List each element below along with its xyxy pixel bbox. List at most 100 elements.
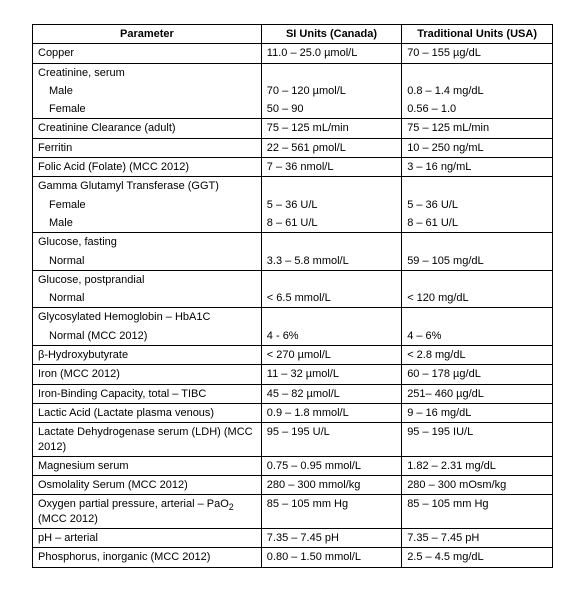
cell-si xyxy=(261,233,401,252)
table-row: Iron (MCC 2012)11 – 32 µmol/L60 – 178 µg… xyxy=(33,365,553,384)
cell-parameter: Gamma Glutamyl Transferase (GGT) xyxy=(33,177,262,196)
cell-si: 85 – 105 mm Hg xyxy=(261,495,401,529)
cell-si: < 270 µmol/L xyxy=(261,346,401,365)
cell-traditional: 1.82 – 2.31 mg/dL xyxy=(402,456,553,475)
cell-traditional: 280 – 300 mOsm/kg xyxy=(402,476,553,495)
table-row: Ferritin22 – 561 ρmol/L10 – 250 ng/mL xyxy=(33,138,553,157)
table-row: β-Hydroxybutyrate< 270 µmol/L< 2.8 mg/dL xyxy=(33,346,553,365)
cell-traditional xyxy=(402,177,553,196)
cell-parameter: Osmolality Serum (MCC 2012) xyxy=(33,476,262,495)
cell-si: 4 - 6% xyxy=(261,327,401,346)
cell-si: 7.35 – 7.45 pH xyxy=(261,529,401,548)
cell-si xyxy=(261,308,401,327)
cell-si: 75 – 125 mL/min xyxy=(261,119,401,138)
cell-si: 22 – 561 ρmol/L xyxy=(261,138,401,157)
cell-parameter: Creatinine Clearance (adult) xyxy=(33,119,262,138)
cell-parameter: Lactate Dehydrogenase serum (LDH) (MCC 2… xyxy=(33,423,262,457)
cell-traditional xyxy=(402,233,553,252)
cell-parameter: pH – arterial xyxy=(33,529,262,548)
table-row: Male8 – 61 U/L8 – 61 U/L xyxy=(33,214,553,233)
cell-parameter: Normal (MCC 2012) xyxy=(33,327,262,346)
cell-traditional: 4 – 6% xyxy=(402,327,553,346)
table-row: Oxygen partial pressure, arterial – PaO2… xyxy=(33,495,553,529)
table-row: Magnesium serum0.75 – 0.95 mmol/L1.82 – … xyxy=(33,456,553,475)
table-row: Normal3.3 – 5.8 mmol/L59 – 105 mg/dL xyxy=(33,252,553,271)
cell-parameter: Male xyxy=(33,214,262,233)
table-row: Lactic Acid (Lactate plasma venous)0.9 –… xyxy=(33,403,553,422)
cell-traditional: 2.5 – 4.5 mg/dL xyxy=(402,548,553,567)
cell-si: 11 – 32 µmol/L xyxy=(261,365,401,384)
cell-parameter: Female xyxy=(33,100,262,119)
cell-parameter: Female xyxy=(33,196,262,214)
cell-parameter: Lactic Acid (Lactate plasma venous) xyxy=(33,403,262,422)
cell-parameter: Iron (MCC 2012) xyxy=(33,365,262,384)
cell-si: 7 – 36 nmol/L xyxy=(261,158,401,177)
cell-traditional: 8 – 61 U/L xyxy=(402,214,553,233)
cell-traditional: 85 – 105 mm Hg xyxy=(402,495,553,529)
cell-traditional: 9 – 16 mg/dL xyxy=(402,403,553,422)
table-row: Normal (MCC 2012)4 - 6%4 – 6% xyxy=(33,327,553,346)
header-traditional: Traditional Units (USA) xyxy=(402,25,553,44)
cell-si xyxy=(261,177,401,196)
table-row: Creatinine Clearance (adult)75 – 125 mL/… xyxy=(33,119,553,138)
cell-traditional xyxy=(402,63,553,82)
cell-si: 45 – 82 µmol/L xyxy=(261,384,401,403)
cell-traditional: 60 – 178 µg/dL xyxy=(402,365,553,384)
cell-traditional xyxy=(402,308,553,327)
table-row: Iron-Binding Capacity, total – TIBC45 – … xyxy=(33,384,553,403)
table-row: pH – arterial7.35 – 7.45 pH7.35 – 7.45 p… xyxy=(33,529,553,548)
reference-ranges-table: Parameter SI Units (Canada) Traditional … xyxy=(32,24,553,568)
cell-parameter: Glycosylated Hemoglobin – HbA1C xyxy=(33,308,262,327)
cell-traditional xyxy=(402,270,553,289)
cell-traditional: 95 – 195 IU/L xyxy=(402,423,553,457)
cell-parameter: Normal xyxy=(33,252,262,271)
table-row: Lactate Dehydrogenase serum (LDH) (MCC 2… xyxy=(33,423,553,457)
table-row: Female5 – 36 U/L5 – 36 U/L xyxy=(33,196,553,214)
cell-parameter: Male xyxy=(33,82,262,100)
cell-si: 0.80 – 1.50 mmol/L xyxy=(261,548,401,567)
cell-traditional: 59 – 105 mg/dL xyxy=(402,252,553,271)
cell-parameter: Glucose, postprandial xyxy=(33,270,262,289)
cell-si: 5 – 36 U/L xyxy=(261,196,401,214)
cell-si xyxy=(261,63,401,82)
cell-traditional: 75 – 125 mL/min xyxy=(402,119,553,138)
cell-si: 0.9 – 1.8 mmol/L xyxy=(261,403,401,422)
cell-traditional: 10 – 250 ng/mL xyxy=(402,138,553,157)
cell-parameter: Copper xyxy=(33,44,262,63)
header-row: Parameter SI Units (Canada) Traditional … xyxy=(33,25,553,44)
table-row: Phosphorus, inorganic (MCC 2012)0.80 – 1… xyxy=(33,548,553,567)
cell-si: < 6.5 mmol/L xyxy=(261,289,401,308)
cell-si xyxy=(261,270,401,289)
cell-si: 8 – 61 U/L xyxy=(261,214,401,233)
cell-si: 3.3 – 5.8 mmol/L xyxy=(261,252,401,271)
table-row: Copper11.0 – 25.0 µmol/L70 – 155 µg/dL xyxy=(33,44,553,63)
cell-traditional: 7.35 – 7.45 pH xyxy=(402,529,553,548)
cell-traditional: 0.56 – 1.0 xyxy=(402,100,553,119)
cell-traditional: 70 – 155 µg/dL xyxy=(402,44,553,63)
cell-traditional: 0.8 – 1.4 mg/dL xyxy=(402,82,553,100)
cell-parameter: Ferritin xyxy=(33,138,262,157)
header-parameter: Parameter xyxy=(33,25,262,44)
table-row: Glucose, fasting xyxy=(33,233,553,252)
cell-si: 11.0 – 25.0 µmol/L xyxy=(261,44,401,63)
table-row: Osmolality Serum (MCC 2012)280 – 300 mmo… xyxy=(33,476,553,495)
cell-parameter: Magnesium serum xyxy=(33,456,262,475)
cell-parameter: Glucose, fasting xyxy=(33,233,262,252)
table-row: Female50 – 900.56 – 1.0 xyxy=(33,100,553,119)
cell-parameter: Oxygen partial pressure, arterial – PaO2… xyxy=(33,495,262,529)
cell-parameter: Iron-Binding Capacity, total – TIBC xyxy=(33,384,262,403)
header-si: SI Units (Canada) xyxy=(261,25,401,44)
cell-traditional: 251– 460 µg/dL xyxy=(402,384,553,403)
table-row: Glucose, postprandial xyxy=(33,270,553,289)
cell-parameter: β-Hydroxybutyrate xyxy=(33,346,262,365)
cell-traditional: < 2.8 mg/dL xyxy=(402,346,553,365)
cell-traditional: < 120 mg/dL xyxy=(402,289,553,308)
cell-traditional: 5 – 36 U/L xyxy=(402,196,553,214)
cell-traditional: 3 – 16 ng/mL xyxy=(402,158,553,177)
cell-si: 70 – 120 µmol/L xyxy=(261,82,401,100)
table-row: Male70 – 120 µmol/L0.8 – 1.4 mg/dL xyxy=(33,82,553,100)
cell-si: 280 – 300 mmol/kg xyxy=(261,476,401,495)
table-body: Copper11.0 – 25.0 µmol/L70 – 155 µg/dL Cr… xyxy=(33,44,553,567)
table-row: Normal< 6.5 mmol/L< 120 mg/dL xyxy=(33,289,553,308)
cell-si: 50 – 90 xyxy=(261,100,401,119)
